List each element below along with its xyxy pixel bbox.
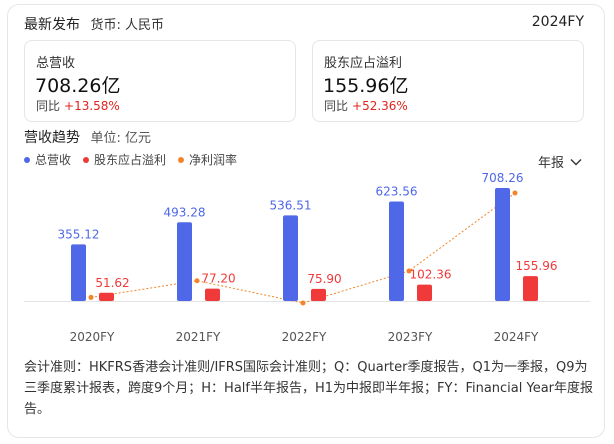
kpi-value: 708.26亿 xyxy=(35,75,121,97)
x-tick-label: 2022FY xyxy=(282,330,327,344)
period-selector[interactable]: 年报 xyxy=(538,152,582,171)
legend-dot-revenue xyxy=(24,156,30,163)
data-label-revenue: 493.28 xyxy=(164,205,206,219)
bar-profit xyxy=(99,292,114,301)
kpi-yoy-label: 同比 xyxy=(36,99,61,113)
margin-point xyxy=(88,294,94,300)
x-tick-label: 2021FY xyxy=(176,330,221,344)
trend-title: 营收趋势 xyxy=(24,130,80,146)
data-label-profit: 51.62 xyxy=(95,276,129,290)
trend-unit: 单位: 亿元 xyxy=(90,131,151,146)
bar-profit xyxy=(205,288,220,301)
legend-item-revenue[interactable]: 总营收 xyxy=(24,151,71,168)
legend-item-profit[interactable]: 股东应占溢利 xyxy=(83,151,166,168)
bar-revenue xyxy=(389,201,404,301)
x-tick-label: 2020FY xyxy=(70,330,115,344)
legend-label: 净利润率 xyxy=(189,153,238,167)
bar-revenue xyxy=(495,188,510,301)
data-label-profit: 75.90 xyxy=(307,272,341,286)
data-label-profit: 155.96 xyxy=(516,259,558,273)
accounting-footnote: 会计准则：HKFRS香港会计准则/IFRS国际会计准则；Q：Quarter季度报… xyxy=(24,360,594,417)
legend-label: 总营收 xyxy=(35,153,72,167)
currency-label: 货币: 人民币 xyxy=(90,18,164,33)
data-label-profit: 77.20 xyxy=(201,272,235,286)
margin-point xyxy=(194,278,200,284)
bar-revenue xyxy=(177,222,192,301)
x-tick-label: 2024FY xyxy=(494,330,539,344)
legend-label: 股东应占溢利 xyxy=(94,153,167,167)
margin-point xyxy=(300,300,306,306)
bar-profit xyxy=(523,276,538,301)
kpi-yoy: 同比 +52.36% xyxy=(324,97,408,114)
kpi-card-revenue[interactable]: 总营收 708.26亿 同比 +13.58% xyxy=(24,40,296,122)
chevron-down-icon xyxy=(570,158,582,165)
kpi-yoy-change: +13.58% xyxy=(64,99,120,113)
bar-profit xyxy=(417,284,432,301)
header-title: 最新发布 xyxy=(24,17,80,33)
legend-dot-profit xyxy=(83,156,90,163)
data-label-revenue: 355.12 xyxy=(58,227,100,241)
margin-point xyxy=(512,190,518,196)
kpi-value: 155.96亿 xyxy=(323,75,409,97)
bar-profit xyxy=(311,288,326,301)
header-left: 最新发布 货币: 人民币 xyxy=(24,14,164,34)
bar-revenue xyxy=(283,215,298,301)
chart-legend: 总营收 股东应占溢利 净利润率 xyxy=(24,151,237,168)
legend-dot-margin xyxy=(178,156,185,163)
data-label-profit: 102.36 xyxy=(410,268,452,282)
fiscal-year-label: 2024FY xyxy=(531,14,584,30)
bar-revenue xyxy=(71,244,86,301)
margin-point xyxy=(406,268,412,274)
x-tick-label: 2023FY xyxy=(388,330,433,344)
kpi-card-profit[interactable]: 股东应占溢利 155.96亿 同比 +52.36% xyxy=(312,40,584,122)
period-selector-label: 年报 xyxy=(537,156,564,171)
trend-section-title: 营收趋势 单位: 亿元 xyxy=(24,127,151,147)
data-label-revenue: 623.56 xyxy=(376,185,418,199)
kpi-label: 总营收 xyxy=(36,56,76,71)
kpi-yoy-label: 同比 xyxy=(324,99,349,113)
legend-item-margin[interactable]: 净利润率 xyxy=(178,151,237,168)
data-label-revenue: 536.51 xyxy=(270,198,312,212)
kpi-yoy: 同比 +13.58% xyxy=(36,97,120,114)
kpi-yoy-change: +52.36% xyxy=(352,99,408,113)
kpi-label: 股东应占溢利 xyxy=(324,56,403,71)
data-label-revenue: 708.26 xyxy=(482,171,524,185)
